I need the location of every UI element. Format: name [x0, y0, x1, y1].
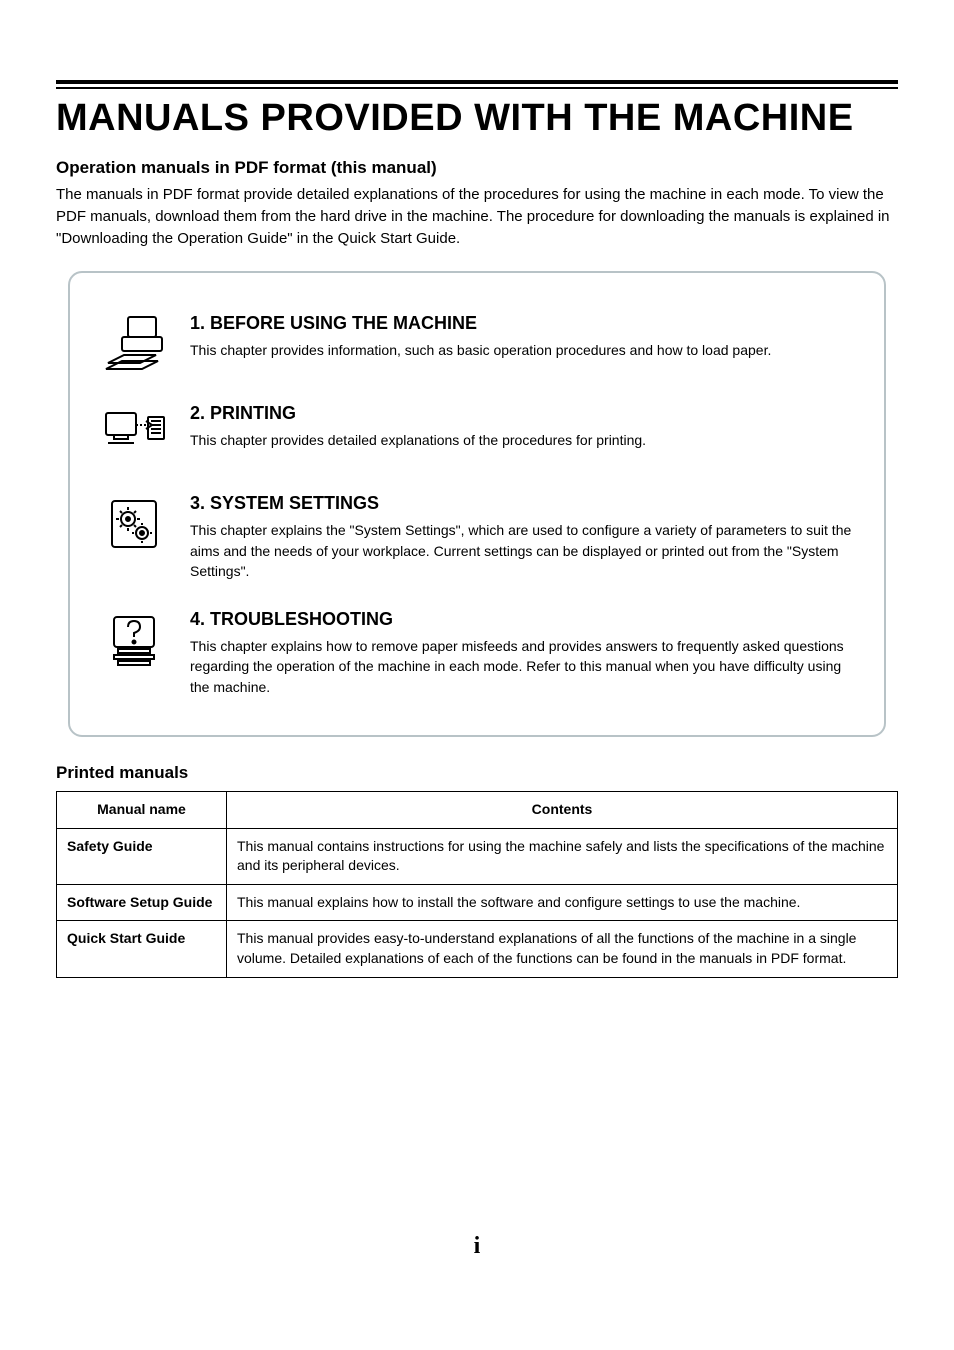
table-row: Safety Guide This manual contains instru…	[57, 828, 898, 884]
chapter-desc: This chapter provides information, such …	[190, 340, 856, 360]
page-title: MANUALS PROVIDED WITH THE MACHINE	[56, 97, 898, 140]
table-header-row: Manual name Contents	[57, 792, 898, 829]
chapter-item: 2. PRINTING This chapter provides detail…	[98, 389, 856, 479]
chapter-item: 3. SYSTEM SETTINGS This chapter explains…	[98, 479, 856, 595]
chapter-title: 3. SYSTEM SETTINGS	[190, 493, 856, 514]
manual-name-cell: Safety Guide	[57, 828, 227, 884]
page-number: i	[0, 1233, 954, 1260]
manual-contents-cell: This manual provides easy-to-understand …	[227, 921, 898, 977]
chapter-desc: This chapter explains the "System Settin…	[190, 520, 856, 581]
table-header-cell: Contents	[227, 792, 898, 829]
printer-paper-icon	[98, 313, 168, 375]
chapters-panel: 1. BEFORE USING THE MACHINE This chapter…	[68, 271, 886, 737]
gears-icon	[98, 493, 168, 555]
chapter-title: 4. TROUBLESHOOTING	[190, 609, 856, 630]
printed-manuals-table: Manual name Contents Safety Guide This m…	[56, 791, 898, 978]
title-rule-inner: MANUALS PROVIDED WITH THE MACHINE	[56, 87, 898, 140]
chapter-text: 1. BEFORE USING THE MACHINE This chapter…	[190, 313, 856, 360]
chapter-title: 2. PRINTING	[190, 403, 856, 424]
chapter-desc: This chapter provides detailed explanati…	[190, 430, 856, 450]
chapter-desc: This chapter explains how to remove pape…	[190, 636, 856, 697]
intro-paragraph: The manuals in PDF format provide detail…	[56, 184, 898, 249]
help-question-icon	[98, 609, 168, 671]
printed-manuals-heading: Printed manuals	[56, 763, 898, 783]
chapter-item: 4. TROUBLESHOOTING This chapter explains…	[98, 595, 856, 711]
table-row: Quick Start Guide This manual provides e…	[57, 921, 898, 977]
chapter-text: 2. PRINTING This chapter provides detail…	[190, 403, 856, 450]
table-row: Software Setup Guide This manual explain…	[57, 884, 898, 921]
computer-print-icon	[98, 403, 168, 465]
manual-name-cell: Software Setup Guide	[57, 884, 227, 921]
document-page: MANUALS PROVIDED WITH THE MACHINE Operat…	[0, 0, 954, 1350]
section-subhead: Operation manuals in PDF format (this ma…	[56, 158, 898, 178]
manual-contents-cell: This manual explains how to install the …	[227, 884, 898, 921]
chapter-text: 3. SYSTEM SETTINGS This chapter explains…	[190, 493, 856, 581]
chapter-title: 1. BEFORE USING THE MACHINE	[190, 313, 856, 334]
manual-contents-cell: This manual contains instructions for us…	[227, 828, 898, 884]
title-rule-outer: MANUALS PROVIDED WITH THE MACHINE	[56, 80, 898, 140]
manual-name-cell: Quick Start Guide	[57, 921, 227, 977]
table-header-cell: Manual name	[57, 792, 227, 829]
chapter-text: 4. TROUBLESHOOTING This chapter explains…	[190, 609, 856, 697]
chapter-item: 1. BEFORE USING THE MACHINE This chapter…	[98, 299, 856, 389]
